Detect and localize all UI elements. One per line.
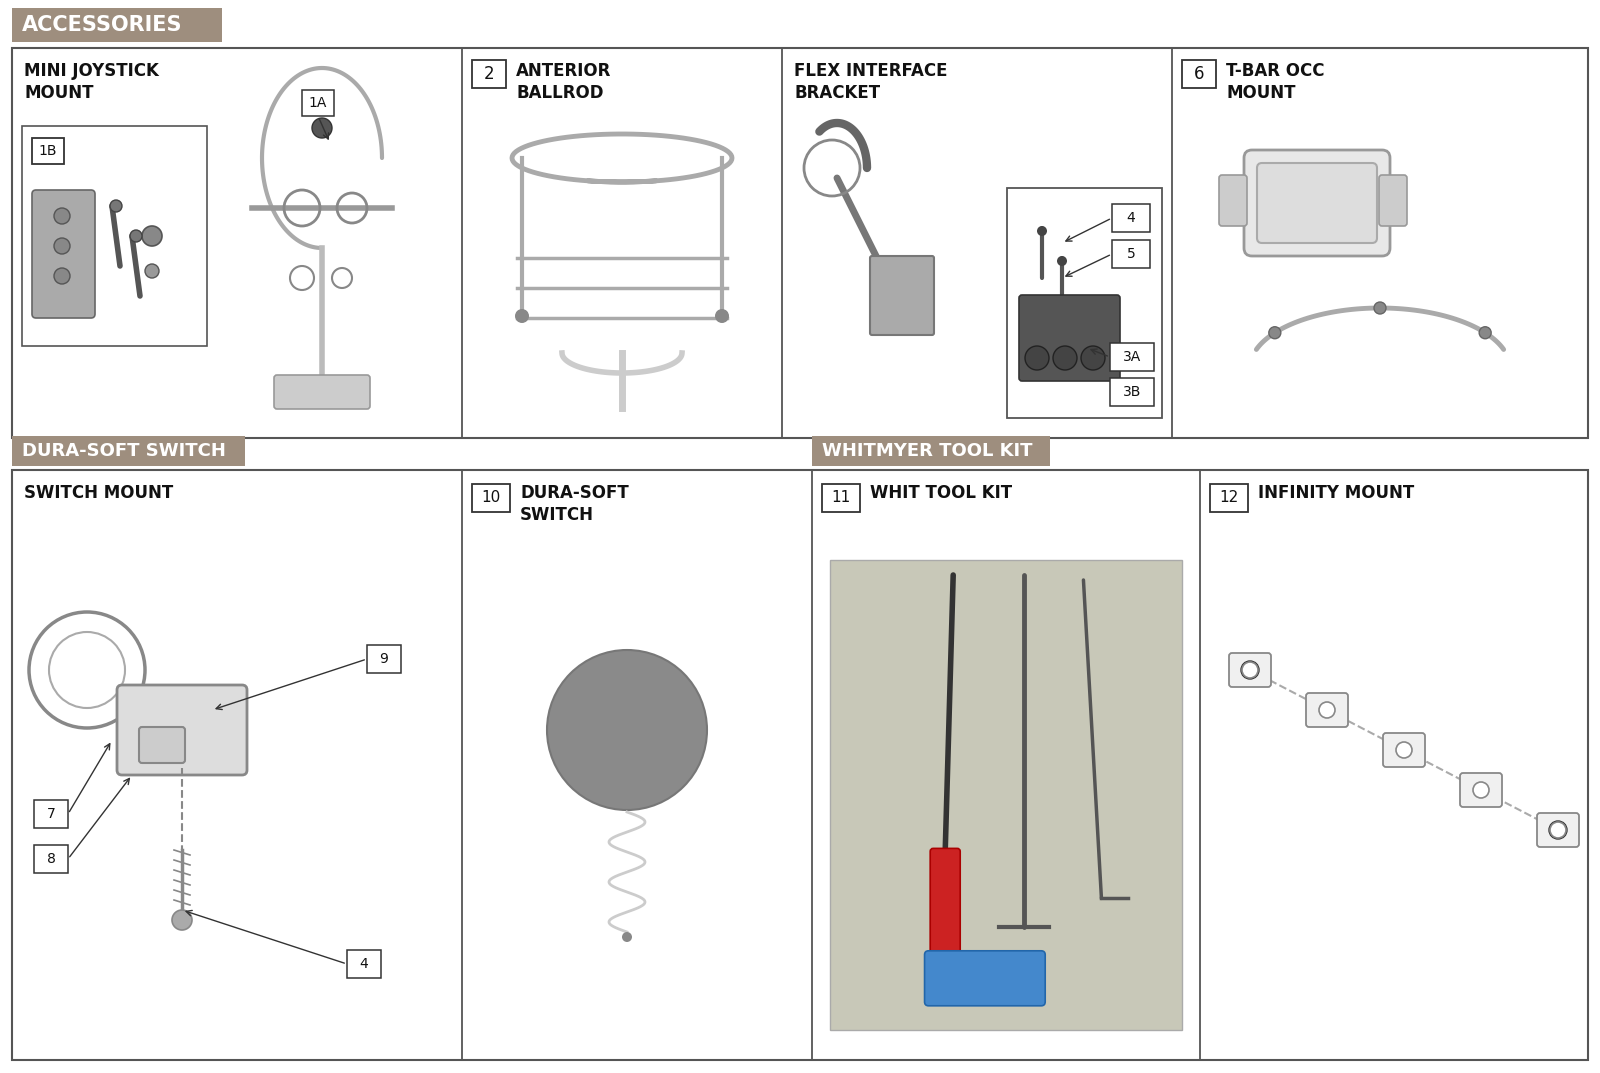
Text: 8: 8 <box>46 852 56 866</box>
Text: DURA-SOFT
SWITCH: DURA-SOFT SWITCH <box>520 484 629 525</box>
Bar <box>472 484 510 512</box>
Circle shape <box>1550 822 1566 838</box>
Bar <box>302 90 334 116</box>
Bar <box>813 436 1050 466</box>
Circle shape <box>110 200 122 212</box>
Text: WHIT TOOL KIT: WHIT TOOL KIT <box>870 484 1013 502</box>
Bar <box>830 560 1182 1030</box>
Circle shape <box>54 208 70 224</box>
Bar <box>347 950 381 978</box>
Text: 1B: 1B <box>38 144 58 158</box>
FancyBboxPatch shape <box>1459 773 1502 807</box>
FancyBboxPatch shape <box>870 256 934 335</box>
Circle shape <box>312 118 333 138</box>
Circle shape <box>1318 702 1334 718</box>
FancyBboxPatch shape <box>139 727 186 763</box>
FancyBboxPatch shape <box>32 190 94 318</box>
Text: 7: 7 <box>46 807 56 821</box>
FancyBboxPatch shape <box>1219 175 1246 226</box>
Circle shape <box>54 238 70 254</box>
Circle shape <box>1474 782 1490 798</box>
Text: 2: 2 <box>483 65 494 83</box>
FancyBboxPatch shape <box>1245 150 1390 256</box>
Text: 11: 11 <box>832 490 851 505</box>
Circle shape <box>142 226 162 246</box>
Bar <box>13 470 1587 1060</box>
Bar <box>34 800 67 828</box>
Text: 3B: 3B <box>1123 385 1141 399</box>
Circle shape <box>715 309 730 323</box>
Text: 10: 10 <box>482 490 501 505</box>
Circle shape <box>1242 661 1259 679</box>
Circle shape <box>515 309 530 323</box>
Circle shape <box>130 230 142 242</box>
Circle shape <box>1395 743 1413 758</box>
FancyBboxPatch shape <box>117 685 246 775</box>
Text: 4: 4 <box>360 957 368 971</box>
Circle shape <box>622 932 632 942</box>
Circle shape <box>1269 327 1282 339</box>
Text: 12: 12 <box>1219 490 1238 505</box>
Bar <box>472 60 506 88</box>
Circle shape <box>173 910 192 930</box>
Bar <box>13 436 245 466</box>
Bar <box>1006 188 1162 418</box>
Text: 4: 4 <box>1126 211 1136 225</box>
FancyBboxPatch shape <box>925 951 1045 1005</box>
Circle shape <box>54 268 70 284</box>
Bar <box>34 846 67 873</box>
Circle shape <box>1242 662 1258 678</box>
Bar <box>22 126 206 346</box>
Bar <box>1110 343 1154 371</box>
Bar <box>32 138 64 164</box>
Text: ACCESSORIES: ACCESSORIES <box>22 15 182 35</box>
Bar <box>822 484 861 512</box>
Text: T-BAR OCC
MOUNT: T-BAR OCC MOUNT <box>1226 62 1325 102</box>
Bar <box>1112 240 1150 268</box>
FancyBboxPatch shape <box>1538 813 1579 847</box>
FancyBboxPatch shape <box>274 374 370 409</box>
Circle shape <box>547 650 707 810</box>
Text: INFINITY MOUNT: INFINITY MOUNT <box>1258 484 1414 502</box>
Circle shape <box>1478 327 1491 339</box>
Bar <box>1210 484 1248 512</box>
Text: 6: 6 <box>1194 65 1205 83</box>
Text: FLEX INTERFACE
BRACKET: FLEX INTERFACE BRACKET <box>794 62 947 102</box>
Text: MINI JOYSTICK
MOUNT: MINI JOYSTICK MOUNT <box>24 62 158 102</box>
FancyBboxPatch shape <box>1382 733 1426 767</box>
Text: DURA-SOFT SWITCH: DURA-SOFT SWITCH <box>22 442 226 460</box>
Bar <box>1112 204 1150 232</box>
Circle shape <box>1037 226 1046 236</box>
Circle shape <box>1549 821 1566 839</box>
Bar <box>13 8 222 42</box>
Text: 5: 5 <box>1126 247 1136 261</box>
Text: SWITCH MOUNT: SWITCH MOUNT <box>24 484 173 502</box>
FancyBboxPatch shape <box>1019 295 1120 381</box>
Bar <box>366 645 402 673</box>
Text: 1A: 1A <box>309 95 326 111</box>
Circle shape <box>1026 346 1050 370</box>
Circle shape <box>1082 346 1106 370</box>
FancyBboxPatch shape <box>1258 163 1378 242</box>
Bar <box>1110 378 1154 406</box>
Circle shape <box>146 264 158 278</box>
FancyBboxPatch shape <box>1229 653 1270 687</box>
Bar <box>13 48 1587 438</box>
Text: 3A: 3A <box>1123 350 1141 364</box>
Text: WHITMYER TOOL KIT: WHITMYER TOOL KIT <box>822 442 1032 460</box>
FancyBboxPatch shape <box>1306 693 1347 727</box>
FancyBboxPatch shape <box>930 849 960 958</box>
Text: ANTERIOR
BALLROD: ANTERIOR BALLROD <box>515 62 611 102</box>
Circle shape <box>1053 346 1077 370</box>
Bar <box>1182 60 1216 88</box>
Text: 9: 9 <box>379 652 389 666</box>
FancyBboxPatch shape <box>1379 175 1406 226</box>
Circle shape <box>1058 256 1067 266</box>
Circle shape <box>1374 302 1386 314</box>
